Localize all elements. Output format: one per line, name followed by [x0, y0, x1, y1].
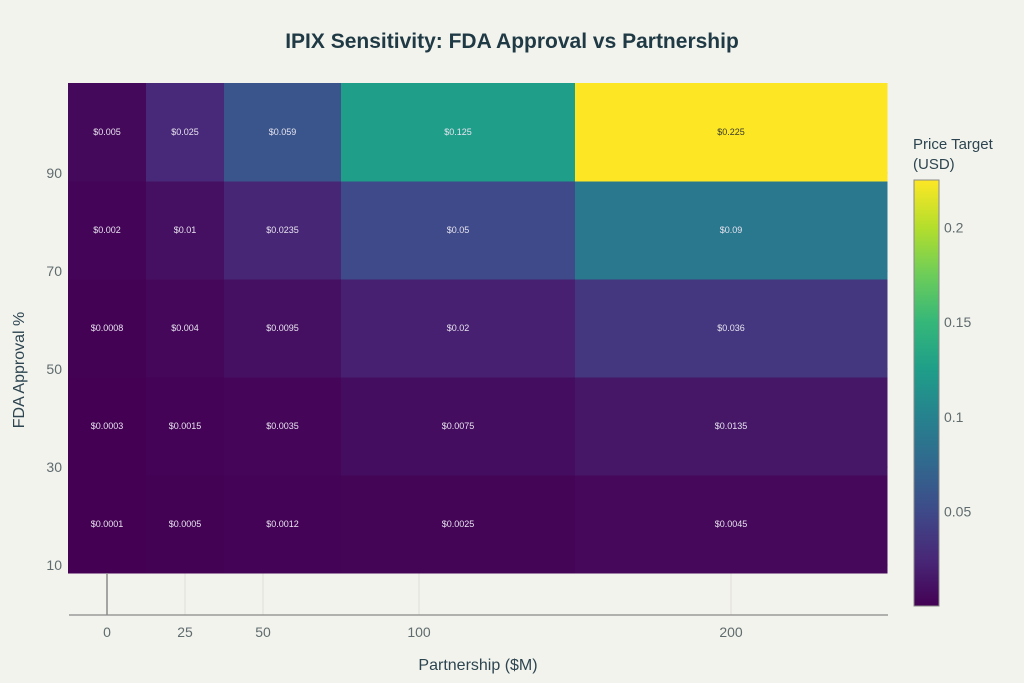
cell-label: $0.225 — [717, 127, 745, 137]
cell-label: $0.005 — [93, 127, 121, 137]
heatmap-cell — [146, 83, 225, 182]
x-tick-label: 0 — [103, 624, 111, 640]
colorbar-tick-label: 0.05 — [944, 503, 971, 519]
cell-label: $0.09 — [720, 225, 743, 235]
heatmap-cell — [341, 279, 576, 378]
heatmap-cell — [341, 377, 576, 476]
chart-title: IPIX Sensitivity: FDA Approval vs Partne… — [285, 30, 739, 53]
heatmap-cell — [224, 279, 342, 378]
heatmap-cell — [68, 377, 147, 476]
heatmap-cell — [68, 279, 147, 378]
y-tick-label: 30 — [46, 459, 62, 475]
x-tick-label: 100 — [407, 624, 431, 640]
heatmap-cell — [575, 279, 888, 378]
y-axis-title: FDA Approval % — [11, 312, 28, 429]
heatmap-cell — [224, 181, 342, 280]
heatmap-cell — [575, 181, 888, 280]
heatmap-cell — [224, 83, 342, 182]
cell-label: $0.125 — [444, 127, 472, 137]
cell-label: $0.004 — [171, 323, 199, 333]
cell-label: $0.059 — [269, 127, 297, 137]
cell-label: $0.025 — [171, 127, 199, 137]
x-tick-label: 25 — [177, 624, 193, 640]
cell-label: $0.036 — [717, 323, 745, 333]
cell-label: $0.0015 — [169, 421, 202, 431]
heatmap-cell — [68, 83, 147, 182]
cell-label: $0.0075 — [442, 421, 475, 431]
colorbar-tick-label: 0.2 — [944, 219, 964, 235]
cell-label: $0.0001 — [91, 519, 124, 529]
cell-label: $0.0095 — [266, 323, 299, 333]
heatmap-cell — [224, 377, 342, 476]
cell-label: $0.01 — [174, 225, 197, 235]
heatmap-cell — [341, 181, 576, 280]
cell-label: $0.0008 — [91, 323, 124, 333]
colorbar-title: Price Target — [913, 136, 994, 153]
colorbar-tick-label: 0.1 — [944, 409, 964, 425]
y-tick-label: 10 — [46, 557, 62, 573]
cell-label: $0.0135 — [715, 421, 748, 431]
cell-label: $0.0035 — [266, 421, 299, 431]
heatmap-cell — [224, 475, 342, 574]
colorbar — [913, 179, 940, 607]
heatmap-cell — [341, 83, 576, 182]
heatmap-cell — [146, 377, 225, 476]
cell-label: $0.05 — [447, 225, 470, 235]
heatmap-cell — [575, 377, 888, 476]
heatmap-cell — [68, 475, 147, 574]
heatmap-cell — [146, 279, 225, 378]
cell-label: $0.02 — [447, 323, 470, 333]
heatmap-cell — [575, 475, 888, 574]
y-tick-label: 70 — [46, 263, 62, 279]
heatmap-cell — [146, 475, 225, 574]
cell-label: $0.0045 — [715, 519, 748, 529]
x-axis-title: Partnership ($M) — [418, 657, 537, 674]
cell-label: $0.0005 — [169, 519, 202, 529]
x-tick-label: 50 — [255, 624, 271, 640]
cell-label: $0.0012 — [266, 519, 299, 529]
heatmap-cell — [341, 475, 576, 574]
colorbar-title: (USD) — [913, 156, 955, 173]
heatmap-cell — [68, 181, 147, 280]
heatmap-cell — [575, 83, 888, 182]
y-tick-label: 90 — [46, 165, 62, 181]
heatmap-cell — [146, 181, 225, 280]
x-tick-label: 200 — [719, 624, 743, 640]
cell-label: $0.0235 — [266, 225, 299, 235]
cell-label: $0.0025 — [442, 519, 475, 529]
cell-label: $0.002 — [93, 225, 121, 235]
colorbar-tick-label: 0.15 — [944, 314, 971, 330]
y-tick-label: 50 — [46, 361, 62, 377]
cell-label: $0.0003 — [91, 421, 124, 431]
